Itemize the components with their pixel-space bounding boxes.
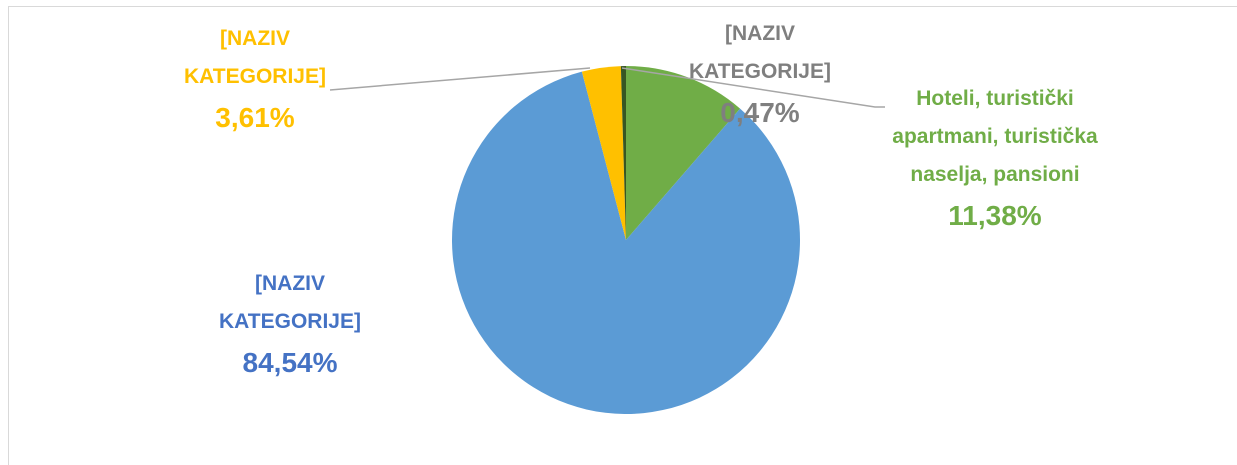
data-label: [NAZIV KATEGORIJE] 0,47%: [660, 15, 860, 135]
pie-slice: [620, 66, 626, 240]
value-label: 84,54%: [242, 347, 338, 378]
value-label: 0,47%: [720, 97, 800, 128]
category-label: [NAZIV KATEGORIJE]: [689, 22, 831, 83]
data-label: [NAZIV KATEGORIJE] 84,54%: [190, 265, 390, 385]
leader-line: [329, 67, 591, 91]
category-label: Hoteli, turistički apartmani, turistička…: [892, 87, 1098, 186]
data-label: [NAZIV KATEGORIJE] 3,61%: [150, 20, 360, 140]
pie-slice: [626, 66, 741, 240]
data-label: Hoteli, turistički apartmani, turistička…: [880, 80, 1110, 238]
value-label: 11,38%: [948, 200, 1042, 231]
category-label: [NAZIV KATEGORIJE]: [184, 27, 326, 88]
pie-slice: [452, 71, 800, 415]
pie-slice: [581, 66, 626, 240]
chart-border: [8, 6, 1237, 465]
value-label: 3,61%: [215, 102, 295, 133]
leader-line: [621, 67, 885, 108]
category-label: [NAZIV KATEGORIJE]: [219, 272, 361, 333]
